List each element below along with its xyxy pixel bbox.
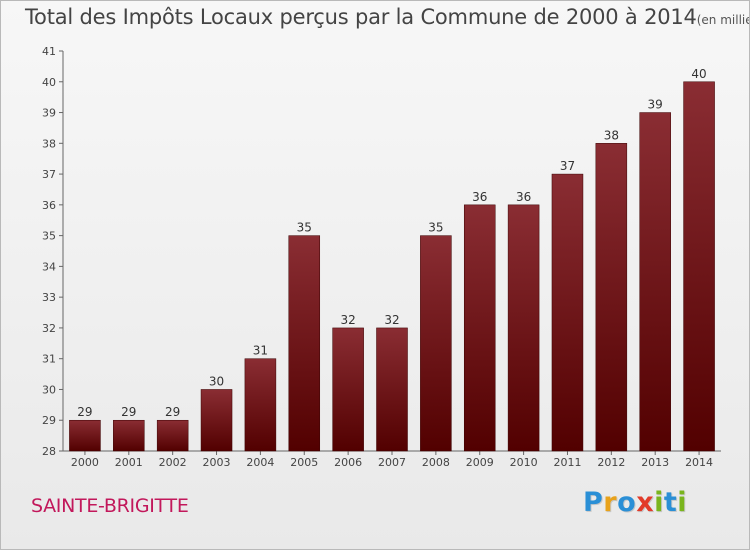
bar-2007 bbox=[376, 327, 408, 452]
x-tick-label-2007: 2007 bbox=[378, 456, 406, 469]
value-label-2010: 36 bbox=[516, 190, 531, 204]
bar-2010 bbox=[507, 204, 540, 452]
axes: 28 29 30 31 32 33 34 35 36 37 38 39 40 41 2000 2001 2002… bbox=[42, 45, 721, 469]
logo-letter: o bbox=[617, 487, 637, 518]
y-tick-label: 32 bbox=[42, 322, 56, 335]
bar-2006 bbox=[332, 327, 364, 452]
x-tick-label-2010: 2010 bbox=[510, 456, 538, 469]
logo-letter: P bbox=[583, 487, 604, 518]
bar-2009 bbox=[463, 204, 496, 452]
y-tick-label: 38 bbox=[42, 137, 56, 150]
value-label-2005: 35 bbox=[297, 221, 312, 235]
commune-name: SAINTE-BRIGITTE bbox=[31, 495, 189, 517]
y-tick-label: 40 bbox=[42, 76, 56, 89]
x-tick-label-2001: 2001 bbox=[115, 456, 143, 469]
bar-2000 bbox=[69, 419, 101, 452]
y-tick-label: 31 bbox=[42, 353, 56, 366]
x-tick-label-2002: 2002 bbox=[159, 456, 187, 469]
x-tick-label-2004: 2004 bbox=[246, 456, 274, 469]
bar-2013 bbox=[639, 112, 671, 452]
logo-letter: i bbox=[677, 487, 688, 518]
y-tick-label: 41 bbox=[42, 45, 56, 58]
y-tick-label: 35 bbox=[42, 230, 56, 243]
x-tick-label-2000: 2000 bbox=[71, 456, 99, 469]
logo-letter: r bbox=[603, 487, 618, 518]
x-tick-label-2011: 2011 bbox=[553, 456, 581, 469]
value-label-2001: 29 bbox=[121, 405, 136, 419]
value-label-2012: 38 bbox=[604, 128, 619, 142]
bars bbox=[69, 81, 715, 452]
chart-title-text: Total des Impôts Locaux perçus par la Co… bbox=[25, 5, 697, 29]
proxiti-logo: Proxiti bbox=[583, 487, 687, 519]
value-label-2008: 35 bbox=[428, 221, 443, 235]
x-tick-label-2008: 2008 bbox=[422, 456, 450, 469]
x-tick-label-2014: 2014 bbox=[685, 456, 713, 469]
y-tick-label: 39 bbox=[42, 107, 56, 120]
y-tick-label: 30 bbox=[42, 383, 56, 396]
bar-2001 bbox=[113, 419, 145, 452]
y-tick-label: 34 bbox=[42, 260, 56, 273]
value-label-2014: 40 bbox=[691, 67, 706, 81]
y-tick-label: 33 bbox=[42, 291, 56, 304]
bar-2005 bbox=[288, 235, 321, 452]
x-tick-label-2009: 2009 bbox=[466, 456, 494, 469]
chart-unit: (en milliers d'€) bbox=[696, 13, 749, 27]
logo-letter: x bbox=[636, 487, 655, 518]
y-tick-label: 37 bbox=[42, 168, 56, 181]
logo-letter: i bbox=[654, 487, 664, 518]
value-label-2007: 32 bbox=[384, 313, 399, 327]
value-label-2011: 37 bbox=[560, 159, 575, 173]
y-tick-label: 29 bbox=[42, 414, 56, 427]
value-label-2003: 30 bbox=[209, 374, 224, 388]
value-label-2002: 29 bbox=[165, 405, 180, 419]
value-label-2004: 31 bbox=[253, 344, 268, 358]
y-tick-label: 36 bbox=[42, 199, 56, 212]
logo-letter: t bbox=[663, 487, 678, 518]
value-label-2009: 36 bbox=[472, 190, 487, 204]
x-tick-label-2003: 2003 bbox=[203, 456, 231, 469]
bar-2008 bbox=[420, 235, 452, 452]
value-label-2013: 39 bbox=[648, 98, 663, 112]
x-tick-label-2006: 2006 bbox=[334, 456, 362, 469]
bar-2002 bbox=[156, 419, 189, 452]
bar-2014 bbox=[683, 81, 715, 452]
value-labels: 29 29 29 30 31 35 32 32 35 36 36 37 38 39 40 bbox=[77, 67, 706, 419]
bar-2012 bbox=[595, 143, 628, 452]
y-tick-label: 28 bbox=[42, 445, 56, 458]
value-label-2006: 32 bbox=[340, 313, 355, 327]
x-tick-label-2012: 2012 bbox=[597, 456, 625, 469]
bar-2011 bbox=[551, 173, 584, 452]
chart-title: Total des Impôts Locaux perçus par la Co… bbox=[25, 5, 749, 29]
bar-2003 bbox=[200, 389, 233, 452]
bar-2004 bbox=[244, 358, 277, 452]
x-tick-label-2005: 2005 bbox=[290, 456, 318, 469]
value-label-2000: 29 bbox=[77, 405, 92, 419]
x-tick-label-2013: 2013 bbox=[641, 456, 669, 469]
